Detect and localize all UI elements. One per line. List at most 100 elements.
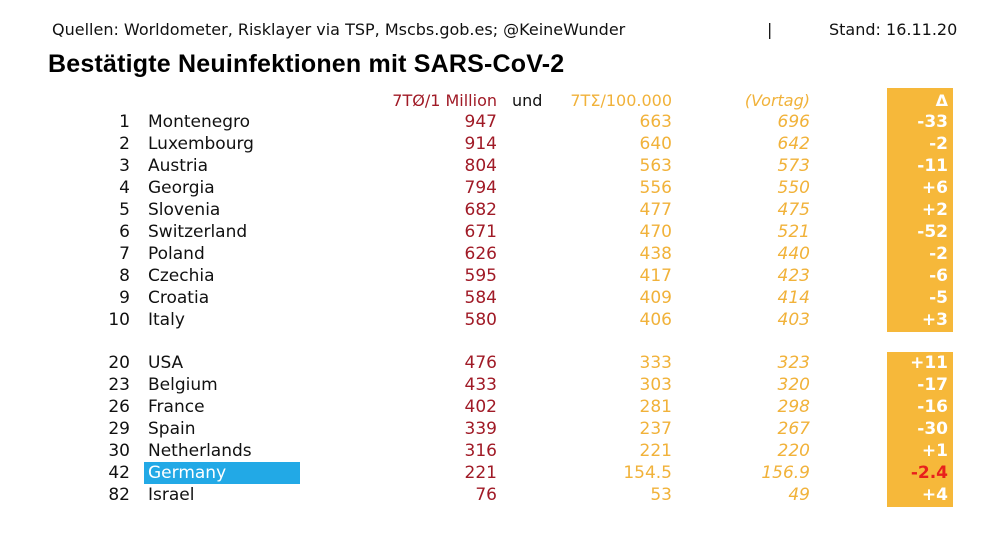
cell-rank: 5: [119, 200, 130, 220]
cell-per-100k: 333: [639, 353, 672, 373]
cell-vortag: 696: [777, 112, 810, 132]
cell-country: Montenegro: [148, 112, 251, 132]
cell-country: USA: [148, 353, 184, 373]
cell-country: France: [148, 397, 205, 417]
cell-country: Poland: [148, 244, 205, 264]
cell-rank: 2: [119, 134, 130, 154]
cell-country: Austria: [148, 156, 209, 176]
cell-per-100k: 556: [639, 178, 672, 198]
cell-country: Georgia: [148, 178, 215, 198]
header-und: und: [512, 91, 543, 110]
cell-delta: -52: [917, 222, 948, 242]
cell-per-100k: 563: [639, 156, 672, 176]
page-title: Bestätigte Neuinfektionen mit SARS-CoV-2: [48, 50, 565, 78]
cell-vortag: 320: [777, 375, 810, 395]
cell-rank: 26: [108, 397, 130, 417]
table-row: 26 France 402 281 298 -16: [0, 396, 1000, 418]
cell-rank: 9: [119, 288, 130, 308]
table-row: 10 Italy 580 406 403 +3: [0, 309, 1000, 331]
cell-per-100k: 154.5: [623, 463, 672, 483]
cell-rank: 7: [119, 244, 130, 264]
table-row: 20 USA 476 333 323 +11: [0, 352, 1000, 374]
cell-per-million: 339: [464, 419, 497, 439]
cell-rank: 4: [119, 178, 130, 198]
cell-per-100k: 417: [639, 266, 672, 286]
table-row: 6 Switzerland 671 470 521 -52: [0, 221, 1000, 243]
cell-per-100k: 477: [639, 200, 672, 220]
cell-per-100k: 281: [639, 397, 672, 417]
cell-country: Czechia: [148, 266, 215, 286]
cell-country: Netherlands: [148, 441, 252, 461]
cell-delta: +3: [921, 310, 948, 330]
table-row: 5 Slovenia 682 477 475 +2: [0, 199, 1000, 221]
cell-vortag: 423: [777, 266, 810, 286]
cell-per-100k: 406: [639, 310, 672, 330]
cell-per-million: 76: [475, 485, 497, 505]
cell-per-million: 804: [464, 156, 497, 176]
cell-country: Israel: [148, 485, 195, 505]
cell-per-million: 476: [464, 353, 497, 373]
cell-rank: 30: [108, 441, 130, 461]
cell-vortag: 156.9: [761, 463, 810, 483]
cell-per-million: 947: [464, 112, 497, 132]
cell-per-million: 402: [464, 397, 497, 417]
cell-rank: 42: [108, 463, 130, 483]
cell-per-million: 671: [464, 222, 497, 242]
cell-vortag: 642: [777, 134, 810, 154]
cell-country: Switzerland: [148, 222, 248, 242]
table-row: 30 Netherlands 316 221 220 +1: [0, 440, 1000, 462]
table-row: 3 Austria 804 563 573 -11: [0, 155, 1000, 177]
cell-delta: -17: [917, 375, 948, 395]
cell-delta: -11: [917, 156, 948, 176]
separator: |: [767, 20, 773, 39]
cell-delta: -6: [929, 266, 948, 286]
cell-vortag: 414: [777, 288, 810, 308]
table-row: 2 Luxembourg 914 640 642 -2: [0, 133, 1000, 155]
cell-delta: -2: [929, 134, 948, 154]
cell-rank: 82: [108, 485, 130, 505]
cell-per-million: 626: [464, 244, 497, 264]
cell-vortag: 573: [777, 156, 810, 176]
cell-per-100k: 409: [639, 288, 672, 308]
table-row: 23 Belgium 433 303 320 -17: [0, 374, 1000, 396]
header-delta: Δ: [935, 91, 948, 110]
cell-per-million: 580: [464, 310, 497, 330]
table-row: 8 Czechia 595 417 423 -6: [0, 265, 1000, 287]
cell-delta: +4: [921, 485, 948, 505]
stand-date: Stand: 16.11.20: [829, 20, 958, 39]
cell-country: Germany: [144, 462, 300, 484]
table-row: 1 Montenegro 947 663 696 -33: [0, 111, 1000, 133]
cell-per-100k: 438: [639, 244, 672, 264]
cell-delta: -2.4: [910, 463, 948, 483]
cell-per-million: 433: [464, 375, 497, 395]
table-row: 9 Croatia 584 409 414 -5: [0, 287, 1000, 309]
cell-per-million: 595: [464, 266, 497, 286]
cell-per-100k: 53: [650, 485, 672, 505]
table-row: 82 Israel 76 53 49 +4: [0, 484, 1000, 506]
cell-vortag: 298: [777, 397, 810, 417]
header-vortag: (Vortag): [744, 91, 810, 110]
table-row: 4 Georgia 794 556 550 +6: [0, 177, 1000, 199]
cell-per-100k: 470: [639, 222, 672, 242]
cell-delta: +2: [921, 200, 948, 220]
cell-per-100k: 237: [639, 419, 672, 439]
cell-country: Slovenia: [148, 200, 221, 220]
cell-vortag: 323: [777, 353, 810, 373]
cell-delta: -16: [917, 397, 948, 417]
cell-per-million: 584: [464, 288, 497, 308]
cell-rank: 8: [119, 266, 130, 286]
cell-delta: -2: [929, 244, 948, 264]
cell-delta: +1: [921, 441, 948, 461]
cell-vortag: 267: [777, 419, 810, 439]
sources-text: Quellen: Worldometer, Risklayer via TSP,…: [52, 20, 626, 39]
cell-per-100k: 303: [639, 375, 672, 395]
cell-rank: 1: [119, 112, 130, 132]
cell-per-million: 914: [464, 134, 497, 154]
cell-per-100k: 640: [639, 134, 672, 154]
cell-delta: +11: [910, 353, 948, 373]
cell-rank: 10: [108, 310, 130, 330]
cell-vortag: 475: [777, 200, 810, 220]
cell-per-million: 221: [464, 463, 497, 483]
table-row: 42 Germany 221 154.5 156.9 -2.4: [0, 462, 1000, 484]
